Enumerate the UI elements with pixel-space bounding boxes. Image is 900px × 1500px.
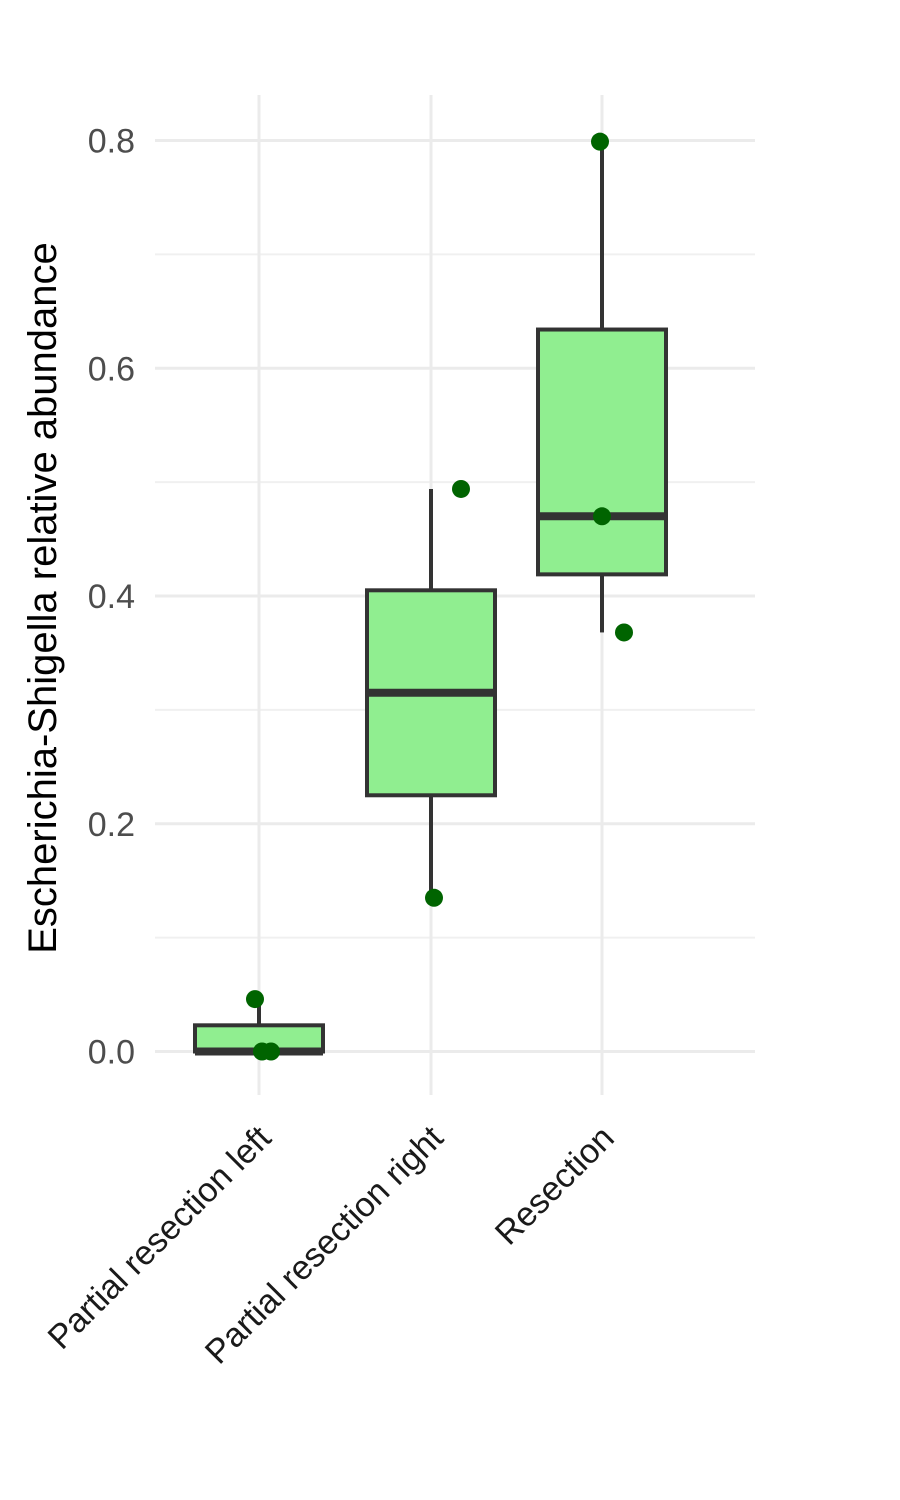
data-point (425, 888, 443, 907)
y-tick-label: 0.0 (88, 1034, 135, 1072)
data-point (615, 623, 633, 642)
box-iqr (536, 327, 668, 577)
point-layer (246, 132, 633, 1061)
box-layer (193, 141, 668, 1056)
data-point (593, 507, 611, 526)
data-point (591, 132, 609, 151)
y-axis-title: Escherichia-Shigella relative abundance (21, 242, 65, 954)
data-point (452, 479, 470, 498)
x-tick-label: Resection (488, 1119, 622, 1253)
y-tick-label: 0.8 (88, 123, 135, 161)
data-point (246, 990, 264, 1009)
y-tick-label: 0.6 (88, 350, 135, 388)
y-tick-label: 0.2 (88, 806, 135, 844)
data-point (262, 1042, 280, 1061)
y-tick-label: 0.4 (88, 578, 135, 616)
